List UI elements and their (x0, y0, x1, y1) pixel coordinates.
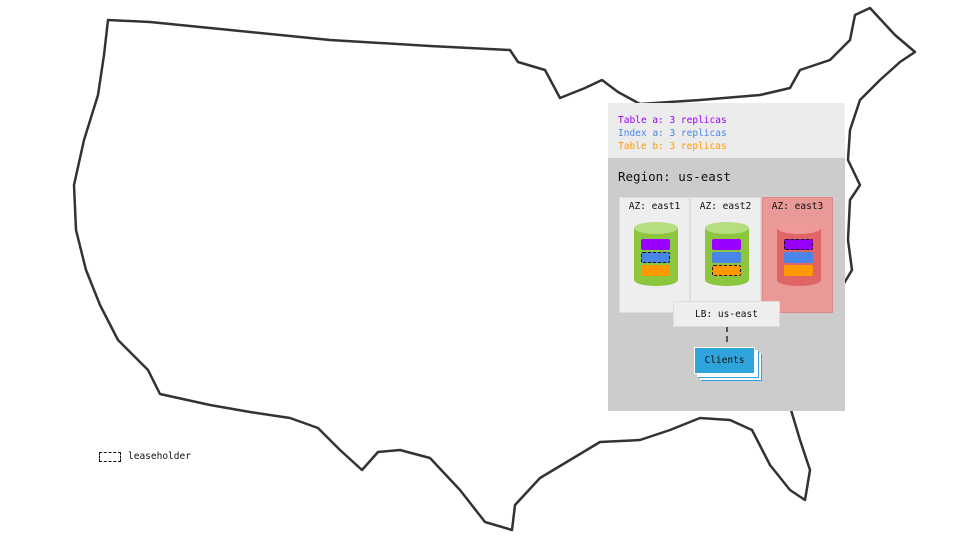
az-label: AZ: east2 (699, 201, 752, 212)
load-balancer: LB: us-east (673, 301, 780, 327)
az-label: AZ: east1 (628, 201, 681, 212)
replica-index-a (712, 252, 741, 263)
leaseholder-key-icon (99, 452, 121, 462)
replica-table-a-leaseholder (784, 239, 813, 250)
legend-table-a: Table a: 3 replicas (618, 115, 727, 126)
az-east2: AZ: east2 (690, 197, 761, 313)
az-east1: AZ: east1 (619, 197, 690, 313)
az-label: AZ: east3 (771, 201, 824, 212)
database-node-icon (634, 222, 678, 286)
legend-index-a: Index a: 3 replicas (618, 128, 727, 139)
replica-table-b-leaseholder (712, 265, 741, 276)
database-node-icon (705, 222, 749, 286)
leaseholder-key-label: leaseholder (128, 451, 191, 462)
replica-legend: Table a: 3 replicas Index a: 3 replicas … (608, 103, 845, 158)
az-east3-down: AZ: east3 (762, 197, 833, 313)
region-us-east: Region: us-east AZ: east1 AZ: east2 AZ: … (608, 158, 845, 411)
legend-table-b: Table b: 3 replicas (618, 141, 727, 152)
replica-table-b (784, 265, 813, 276)
replica-index-a (784, 252, 813, 263)
replica-table-b (641, 265, 670, 276)
database-node-down-icon (777, 222, 821, 286)
replica-table-a (712, 239, 741, 250)
region-title: Region: us-east (618, 169, 731, 184)
replica-index-a-leaseholder (641, 252, 670, 263)
replica-table-a (641, 239, 670, 250)
clients-box: Clients (694, 347, 755, 374)
